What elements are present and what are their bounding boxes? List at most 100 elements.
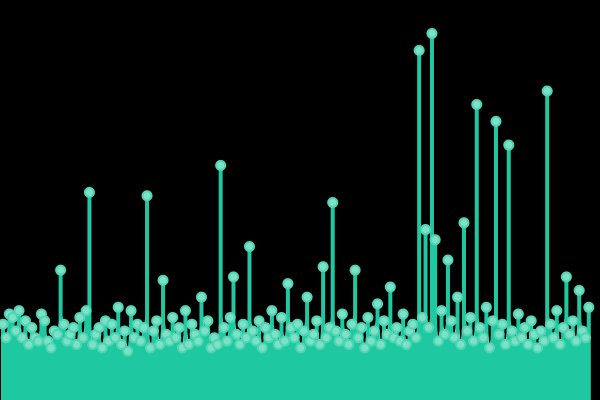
stem-marker [541,85,553,97]
stem-marker [292,318,303,330]
stem-marker [432,335,444,347]
stem-marker [253,315,265,327]
stem-marker [391,322,403,334]
stem-marker [362,311,374,323]
stem-marker [96,342,108,354]
stem-marker [215,159,227,171]
stem-marker [346,318,358,330]
stem-marker [106,318,118,330]
stem-marker [343,338,355,350]
stem-marker [493,328,505,340]
stem-marker [429,234,441,246]
stem-marker [506,325,518,337]
stem-marker [330,325,342,337]
stem-marker [45,342,57,354]
stem-marker [122,345,134,357]
stem-marker [544,318,556,330]
stem-marker [298,325,310,337]
stem-marker [138,322,150,334]
stem-marker [301,291,313,303]
stem-marker [157,274,169,286]
stem-marker [397,308,409,320]
stem-marker [170,332,182,344]
stem-marker [410,332,422,344]
stem-marker [144,342,156,354]
stem-marker [154,338,166,350]
stem-marker [151,315,163,327]
stem-marker [269,328,281,340]
stem-marker [372,298,384,310]
stem-marker [119,325,131,337]
stem-marker [500,338,512,350]
stem-marker [115,338,127,350]
stem-marker [573,284,585,296]
stem-marker [480,301,492,313]
stem-marker [317,261,329,273]
stem-marker [71,338,83,350]
stem-marker [442,254,454,266]
stem-marker [250,335,262,347]
stem-marker [247,325,259,337]
stem-marker [135,335,147,347]
stem-marker [186,318,198,330]
stem-marker [195,291,207,303]
stem-marker [349,264,361,276]
stem-marker [16,332,28,344]
stem-marker [423,322,435,334]
stem-marker [147,325,159,337]
stem-marker [211,338,223,350]
stem-marker [179,305,191,317]
stem-marker [67,322,79,334]
stem-marker [266,305,278,317]
stem-marker [295,342,307,354]
stem-marker [471,99,483,110]
stem-marker [464,311,476,323]
stem-marker [516,332,528,344]
stem-marker [567,315,579,327]
stem-marker [55,264,67,276]
stem-marker [384,281,396,293]
stem-marker [227,271,239,283]
stem-marker [109,332,121,344]
stem-marker [512,308,524,320]
stem-marker [445,315,457,327]
stem-marker [87,338,99,350]
stem-marker [167,311,179,323]
stem-marker [80,305,92,317]
stem-marker [125,305,137,317]
stem-marker [7,311,19,323]
stem-marker [311,315,323,327]
stem-marker [256,342,268,354]
stem-marker [522,338,534,350]
stem-marker [461,325,473,337]
stem-marker [436,305,448,317]
stem-marker [192,335,204,347]
stem-marker [368,325,380,337]
stem-marker [39,315,51,327]
stem-marker [378,315,390,327]
stem-marker [279,335,291,347]
stem-marker [448,332,460,344]
stem-marker [26,322,38,334]
stem-marker [503,139,515,151]
stem-marker [548,332,560,344]
stem-marker [51,328,63,340]
stem-marker [0,332,12,344]
stem-marker [327,197,339,209]
stem-marker [468,335,480,347]
stem-marker [352,332,364,344]
stem-marker [202,315,214,327]
stem-marker [439,328,451,340]
stem-marker [141,190,153,202]
stem-marker [183,338,195,350]
stem-marker [400,338,412,350]
stem-marker [199,325,211,337]
stem-marker [407,318,419,330]
stem-marker [231,328,243,340]
stem-marker [583,301,595,313]
stem-marker [243,240,255,252]
stem-marker [557,322,569,334]
stem-marker [375,338,387,350]
stem-marker [570,335,582,347]
